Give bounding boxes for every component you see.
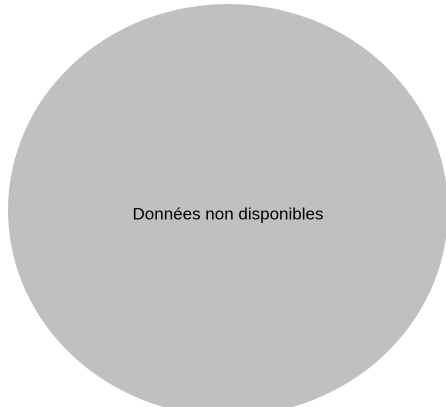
no-data-message: Données non disponibles (133, 204, 324, 223)
empty-pie-placeholder (8, 4, 446, 407)
